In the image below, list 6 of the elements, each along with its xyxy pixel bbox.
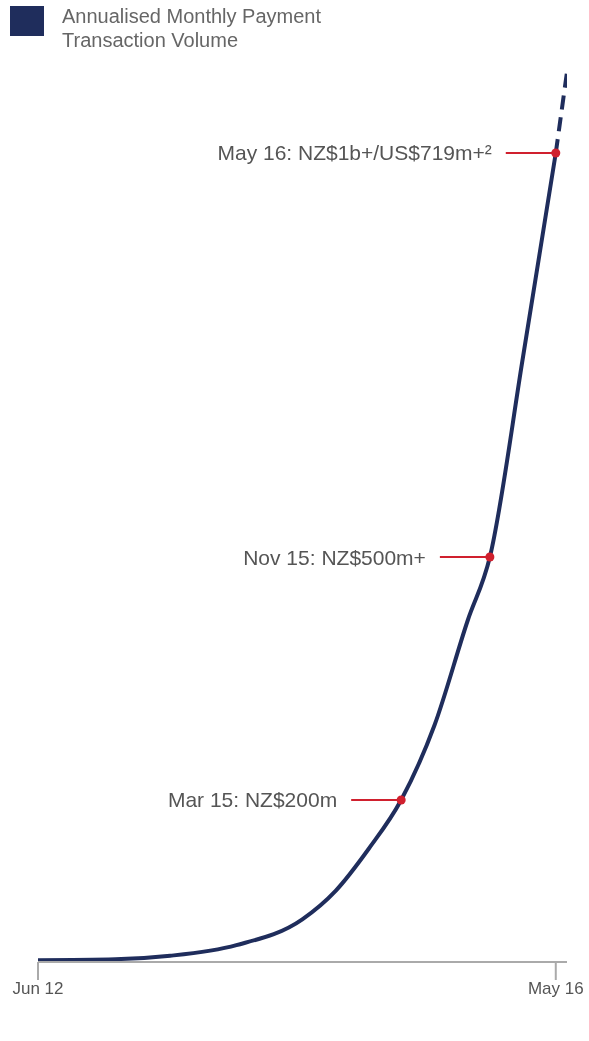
annotation: Mar 15: NZ$200m [167, 788, 338, 812]
x-tick-label: May 16 [527, 979, 584, 999]
legend-label: Annualised Monthly Payment Transaction Volume [62, 4, 323, 52]
x-tick-label: Jun 12 [12, 979, 64, 999]
annotation: May 16: NZ$1b+/US$719m+² [217, 141, 492, 165]
annotation: Nov 15: NZ$500m+ [243, 545, 426, 569]
